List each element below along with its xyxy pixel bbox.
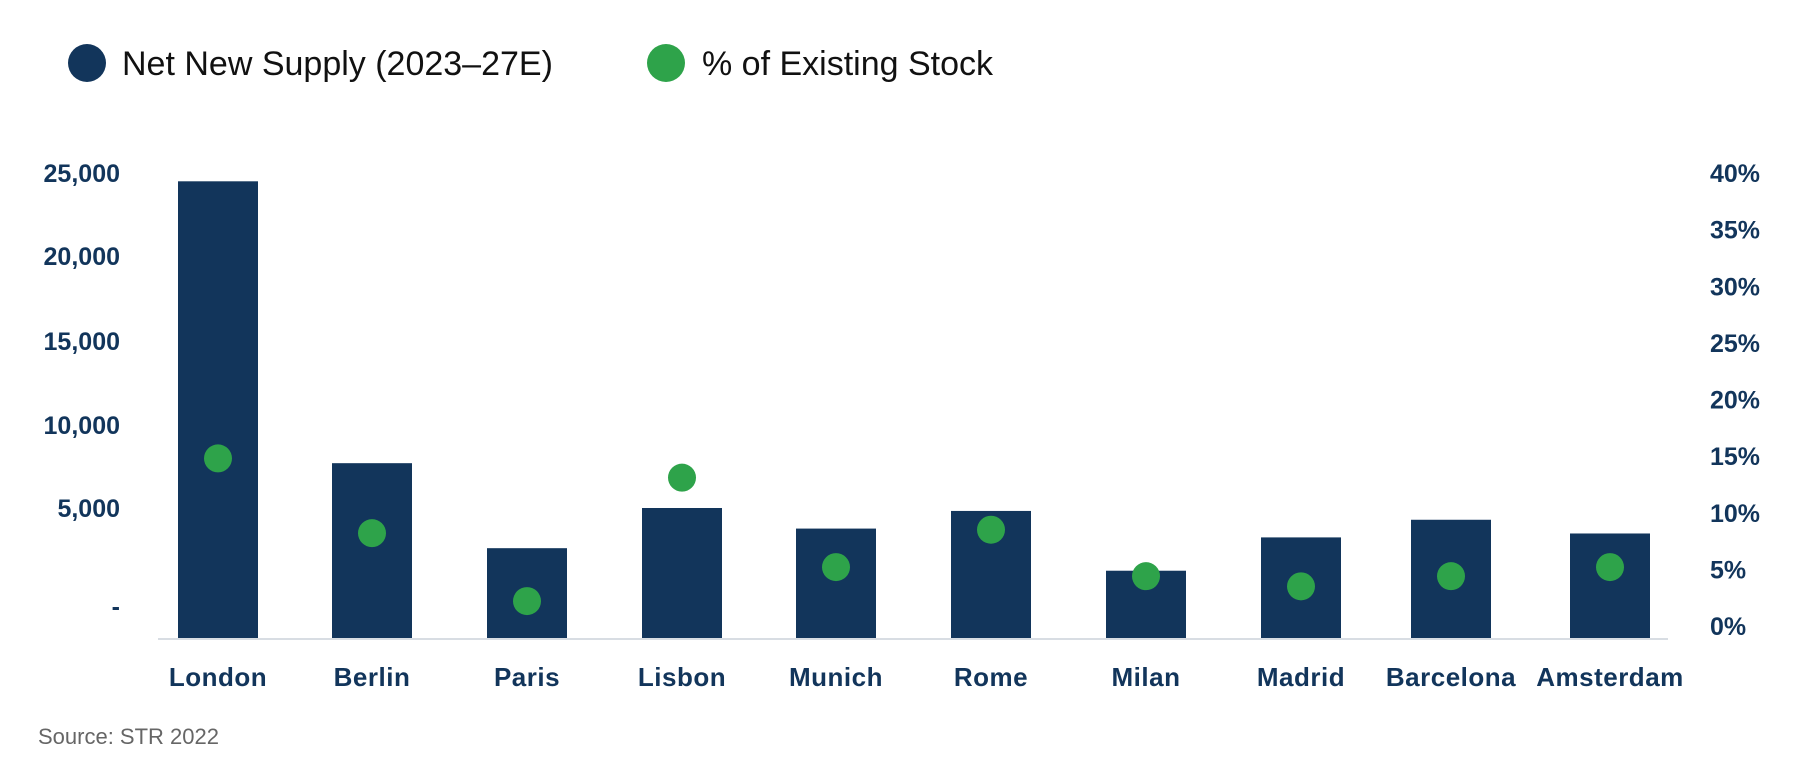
category-label-paris: Paris xyxy=(494,662,560,692)
right-axis-tick-label: 0% xyxy=(1710,613,1746,641)
dot-paris xyxy=(513,587,541,616)
category-label-milan: Milan xyxy=(1112,662,1181,692)
left-axis-tick-label: 20,000 xyxy=(44,243,120,271)
category-label-munich: Munich xyxy=(789,662,883,692)
dot-rome xyxy=(977,515,1005,544)
right-axis-tick-label: 5% xyxy=(1710,556,1746,584)
dot-london xyxy=(204,444,232,473)
right-axis-tick-label: 15% xyxy=(1710,443,1760,471)
right-axis: 0% 5% 10% 15% 20% 25% 30% 35% 40% xyxy=(1710,160,1760,641)
left-axis: - 5,000 10,000 15,000 20,000 25,000 xyxy=(44,160,120,621)
left-axis-tick-label: 10,000 xyxy=(44,412,120,440)
legend-label-existing-stock: % of Existing Stock xyxy=(702,45,994,83)
category-label-lisbon: Lisbon xyxy=(638,662,726,692)
bar-london xyxy=(178,181,258,639)
bar-berlin xyxy=(332,463,412,638)
legend-swatch-net-new-supply xyxy=(68,44,106,82)
category-label-barcelona: Barcelona xyxy=(1386,662,1516,692)
category-label-rome: Rome xyxy=(954,662,1028,692)
bar-amsterdam xyxy=(1570,533,1650,638)
left-axis-tick-label: - xyxy=(112,593,120,621)
dot-milan xyxy=(1132,562,1160,591)
bar-munich xyxy=(796,528,876,638)
dot-barcelona xyxy=(1437,562,1465,591)
left-axis-tick-label: 15,000 xyxy=(44,328,120,356)
dot-madrid xyxy=(1287,572,1315,601)
bar-series xyxy=(178,181,1650,639)
category-label-london: London xyxy=(169,662,267,692)
category-label-berlin: Berlin xyxy=(334,662,411,692)
right-axis-tick-label: 40% xyxy=(1710,160,1760,188)
legend-item-net-new-supply: Net New Supply (2023–27E) xyxy=(68,44,553,83)
right-axis-tick-label: 35% xyxy=(1710,217,1760,245)
right-axis-tick-label: 25% xyxy=(1710,330,1760,358)
dot-berlin xyxy=(358,519,386,548)
dot-series xyxy=(204,444,1624,616)
category-label-madrid: Madrid xyxy=(1257,662,1345,692)
left-axis-tick-label: 25,000 xyxy=(44,160,120,188)
dot-amsterdam xyxy=(1596,553,1624,582)
right-axis-tick-label: 20% xyxy=(1710,387,1760,415)
legend-item-existing-stock: % of Existing Stock xyxy=(647,44,994,83)
category-label-amsterdam: Amsterdam xyxy=(1536,662,1684,692)
legend: Net New Supply (2023–27E) % of Existing … xyxy=(68,44,994,83)
bar-lisbon xyxy=(642,508,722,638)
x-axis-categories: London Berlin Paris Lisbon Munich Rome Milan Ma… xyxy=(169,662,1684,692)
legend-swatch-existing-stock xyxy=(647,44,685,82)
source-note: Source: STR 2022 xyxy=(38,724,219,749)
dot-munich xyxy=(822,553,850,582)
right-axis-tick-label: 30% xyxy=(1710,273,1760,301)
dot-lisbon xyxy=(668,463,696,492)
right-axis-tick-label: 10% xyxy=(1710,500,1760,528)
legend-label-net-new-supply: Net New Supply (2023–27E) xyxy=(122,45,553,83)
left-axis-tick-label: 5,000 xyxy=(57,495,120,523)
